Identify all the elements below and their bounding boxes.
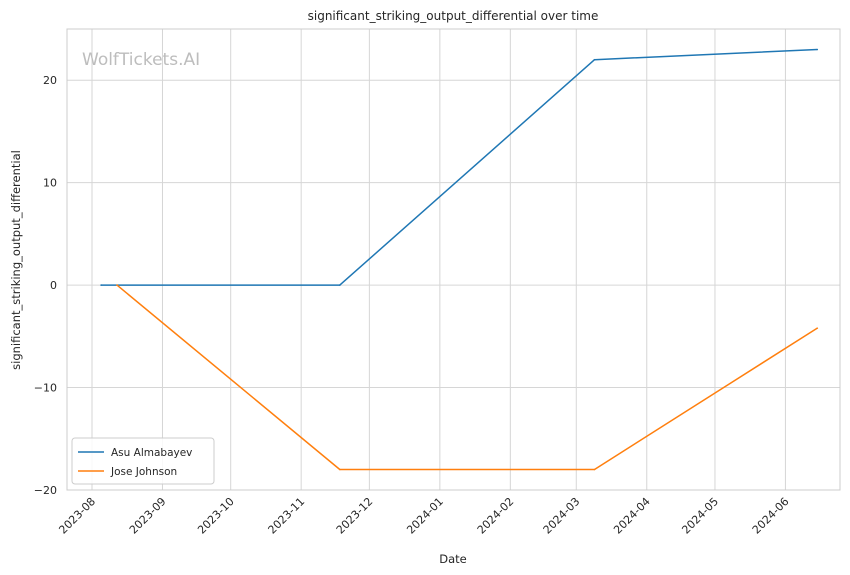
y-axis-label: significant_striking_output_differential xyxy=(9,150,23,370)
y-tick-label-10: 10 xyxy=(43,177,57,190)
series-line-jose-johnson xyxy=(116,284,818,471)
data-point-jose-johnson-0 xyxy=(116,284,118,286)
y-tick-label--10: −10 xyxy=(34,382,57,395)
y-tick-label-20: 20 xyxy=(43,74,57,87)
x-axis-label: Date xyxy=(439,552,467,566)
plot-frame xyxy=(66,28,841,491)
data-point-jose-johnson-2 xyxy=(593,468,596,471)
y-axis-ticks: −20 −10 0 10 20 xyxy=(34,74,57,497)
y-tick-label-0: 0 xyxy=(50,279,57,292)
legend-label-asu-almabayev: Asu Almabayev xyxy=(111,447,192,459)
data-point-jose-johnson-3 xyxy=(816,327,819,329)
chart-title: significant_striking_output_differential… xyxy=(308,9,599,23)
legend-label-jose-johnson: Jose Johnson xyxy=(110,466,177,478)
data-point-jose-johnson-1 xyxy=(339,468,341,471)
data-point-asu-almabayev-3 xyxy=(816,48,819,51)
data-point-asu-almabayev-2 xyxy=(593,58,596,61)
series-layer xyxy=(100,48,819,471)
data-point-asu-almabayev-1 xyxy=(339,284,341,286)
watermark: WolfTickets.AI xyxy=(82,50,200,70)
legend: Asu Almabayev Jose Johnson xyxy=(71,437,215,485)
y-tick-label--20: −20 xyxy=(34,484,57,497)
legend-box xyxy=(71,437,215,485)
data-point-asu-almabayev-0 xyxy=(100,284,102,286)
series-line-asu-almabayev xyxy=(101,48,818,286)
